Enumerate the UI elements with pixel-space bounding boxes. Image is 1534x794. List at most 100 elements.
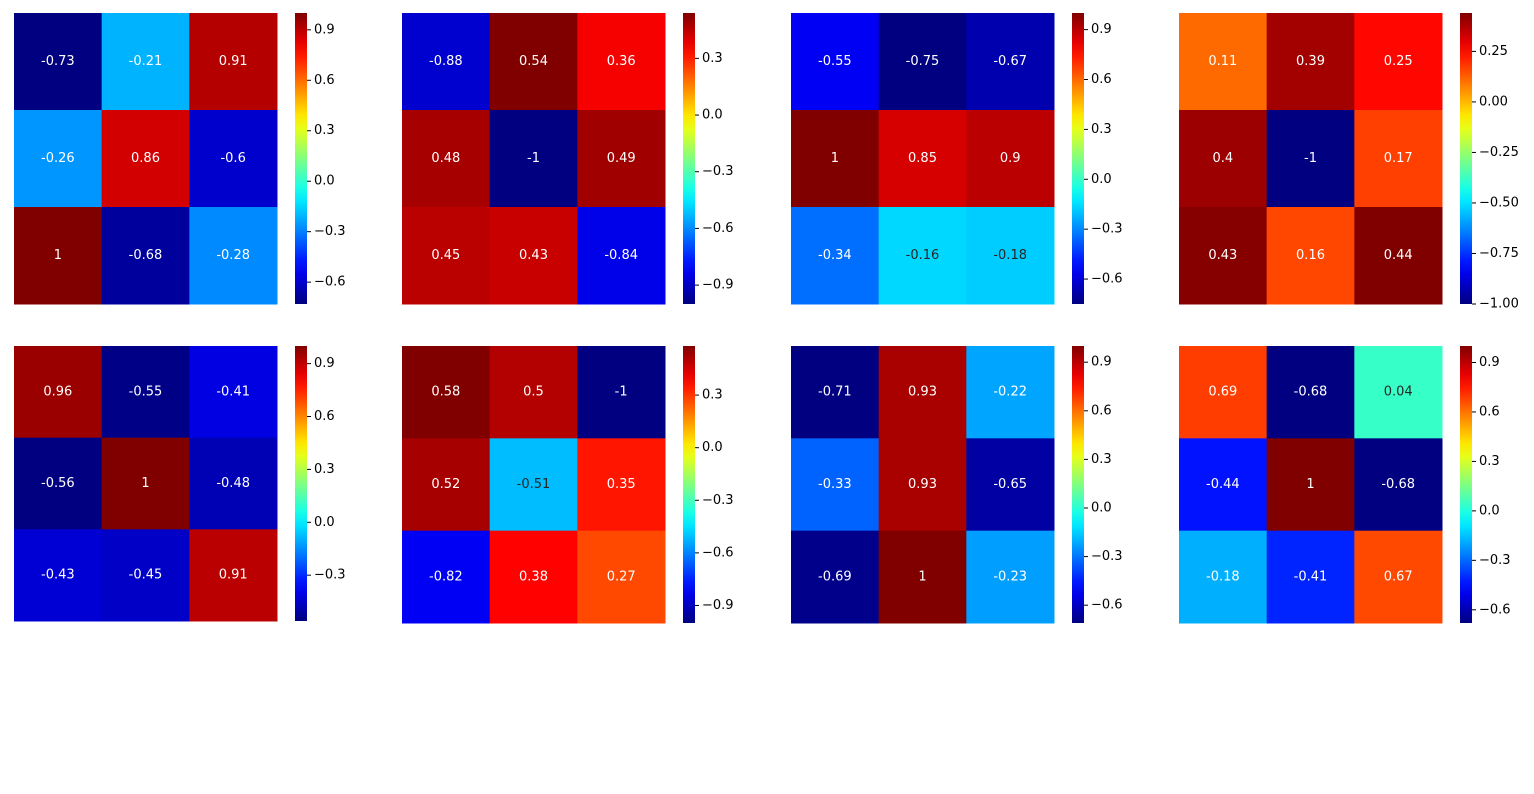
colorbar-tick-label: 0.6 [1479,404,1500,419]
heatmap-cell [1266,207,1355,305]
heatmap-cell [878,110,967,208]
heatmap-cell [189,529,278,622]
colorbar [1072,346,1084,623]
cell-value-label: -0.18 [993,248,1027,263]
heatmap-cell [1266,530,1355,624]
colorbar-tick-label: 0.3 [702,51,723,66]
heatmap-cell [189,207,278,305]
cell-value-label: 0.43 [519,248,548,263]
colorbar-tick-label: 0.6 [314,73,335,88]
heatmap-cell [966,346,1055,439]
cell-value-label: -0.69 [818,569,852,584]
cell-value-label: -0.43 [41,568,75,583]
cell-value-label: 0.04 [1384,385,1413,400]
cell-value-label: -0.34 [818,248,852,263]
cell-value-label: 0.85 [908,151,937,166]
heatmap-cell [791,13,880,111]
cell-value-label: -0.18 [1206,569,1240,584]
cell-value-label: 1 [54,248,62,263]
colorbar-tick-label: −0.6 [314,275,346,290]
cell-value-label: -0.88 [429,54,463,69]
cell-value-label: 1 [1306,477,1314,492]
colorbar [295,346,307,621]
heatmap-panel: 0.96 -0.55 -0.41 -0.56 1 -0.48 -0.43 -0.45 0.91 0… [14,346,346,622]
colorbar-tick-label: −0.75 [1479,246,1519,261]
heatmap-cell [1266,346,1355,439]
colorbar [1460,13,1472,304]
heatmap-cell [14,437,103,530]
heatmap-cell [791,438,880,532]
cell-value-label: 1 [918,569,926,584]
cell-value-label: 0.86 [131,151,160,166]
heatmap-cell [577,110,666,208]
cell-value-label: -0.55 [129,384,163,399]
heatmap-panel: -0.73 -0.21 0.91 -0.26 0.86 -0.6 1 -0.68 -0.28 0.… [14,13,346,305]
cell-value-label: 0.16 [1296,248,1325,263]
cell-value-label: 0.35 [607,477,636,492]
heatmap-cell [1179,13,1268,111]
heatmap-cell [791,530,880,624]
colorbar-tick-label: 0.3 [1479,454,1500,469]
colorbar-tick-label: 0.0 [314,174,335,189]
heatmap-cell [878,346,967,439]
heatmap-cell [14,529,103,622]
colorbar-tick-label: 0.9 [1091,355,1112,370]
colorbar-tick-label: 0.6 [314,409,335,424]
cell-value-label: 0.27 [607,569,636,584]
colorbar-tick-label: −0.3 [702,493,734,508]
cell-value-label: 0.9 [1000,151,1021,166]
colorbar-tick-label: 0.0 [702,108,723,123]
heatmap-cell [101,207,190,305]
heatmap-cell [1354,530,1443,624]
heatmap-panel: -0.88 0.54 0.36 0.48 -1 0.49 0.45 0.43 -0.84 0.3 0… [402,13,734,305]
heatmap-panel: 0.69 -0.68 0.04 -0.44 1 -0.68 -0.18 -0.41 0.67 0.… [1179,346,1511,624]
heatmap-cell [1179,530,1268,624]
cell-value-label: -0.73 [41,54,75,69]
colorbar-tick-label: 0.9 [314,22,335,37]
cell-value-label: -0.41 [216,384,250,399]
cell-value-label: 0.91 [219,568,248,583]
colorbar-tick-label: 0.3 [1091,452,1112,467]
cell-value-label: 1 [141,476,149,491]
cell-value-label: -0.82 [429,569,463,584]
cell-value-label: 0.36 [607,54,636,69]
heatmap-cell [189,110,278,208]
cell-value-label: 0.93 [908,385,937,400]
heatmap-cell [878,207,967,305]
cell-value-label: 0.39 [1296,54,1325,69]
heatmap-cell [101,346,190,439]
cell-value-label: -0.56 [41,476,75,491]
colorbar-tick-label: 0.3 [314,462,335,477]
cell-value-label: 0.69 [1208,385,1237,400]
heatmap-cell [1179,438,1268,532]
heatmap-cell [1354,438,1443,532]
heatmap-cell [1266,438,1355,532]
heatmap-cell [1179,207,1268,305]
heatmap-cell [14,110,103,208]
cell-value-label: 0.17 [1384,151,1413,166]
cell-value-label: -0.41 [1294,569,1328,584]
cell-value-label: -0.71 [818,385,852,400]
heatmap-cell [402,438,491,532]
heatmap-cell [402,110,491,208]
colorbar-tick-label: 0.6 [1091,72,1112,87]
cell-value-label: -0.44 [1206,477,1240,492]
heatmap-cell [966,530,1055,624]
colorbar-tick-label: 0.3 [314,123,335,138]
heatmap-cell [577,530,666,624]
heatmap-cell [189,346,278,439]
heatmap-cell [791,110,880,208]
heatmap-cell [1354,346,1443,439]
colorbar-tick-label: −0.6 [1091,272,1123,287]
heatmap-cell [791,207,880,305]
heatmap-cell [1266,13,1355,111]
heatmap-cell [101,437,190,530]
cell-value-label: 0.25 [1384,54,1413,69]
cell-value-label: 0.43 [1208,248,1237,263]
heatmap-panel: 0.58 0.5 -1 0.52 -0.51 0.35 -0.82 0.38 0.27 0.3 0.… [402,346,734,624]
heatmap-cell [489,13,578,111]
cell-value-label: -0.67 [993,54,1027,69]
heatmap-cell [878,13,967,111]
colorbar [1460,346,1472,623]
